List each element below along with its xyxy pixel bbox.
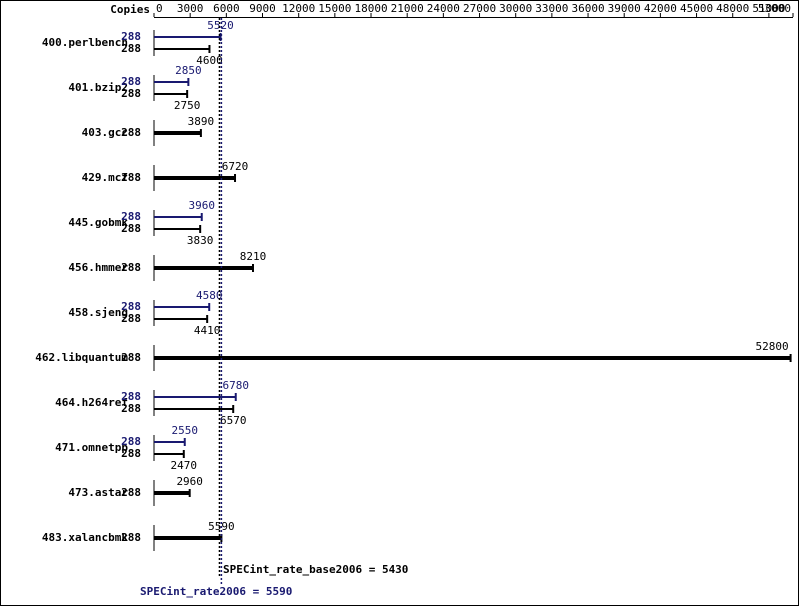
category-label: 456.hmmer (68, 261, 128, 274)
x-tick-label: 12000 (282, 2, 315, 15)
copies-label: 288 (121, 222, 141, 235)
copies-label: 288 (121, 261, 141, 274)
copies-label: 288 (121, 87, 141, 100)
copies-label: 288 (121, 171, 141, 184)
copies-header: Copies (110, 3, 150, 16)
value-label: 6720 (222, 160, 249, 173)
bar (154, 93, 188, 95)
value-label: 4600 (196, 54, 223, 67)
bar (154, 453, 184, 455)
copies-label: 288 (121, 390, 141, 403)
x-tick-label: 6000 (213, 2, 240, 15)
x-tick-label: 33000 (535, 2, 568, 15)
copies-label: 288 (121, 30, 141, 43)
x-tick-label: 51000 (752, 2, 785, 15)
bar (154, 176, 236, 180)
x-tick-label: 27000 (463, 2, 496, 15)
copies-label: 288 (121, 126, 141, 139)
category-label: 462.libquantum (35, 351, 128, 364)
x-tick-label: 36000 (571, 2, 604, 15)
value-label: 3830 (187, 234, 214, 247)
bar (154, 356, 791, 360)
x-tick-label: 0 (156, 2, 163, 15)
x-tick-label: 42000 (644, 2, 677, 15)
value-label: 3890 (188, 115, 215, 128)
bar (154, 228, 201, 230)
value-label: 4410 (194, 324, 221, 337)
bar (154, 318, 208, 320)
copies-label: 288 (121, 312, 141, 325)
x-tick-label: 9000 (249, 2, 276, 15)
x-tick-label: 45000 (680, 2, 713, 15)
bar (154, 441, 185, 443)
copies-label: 288 (121, 435, 141, 448)
value-label: 8210 (240, 250, 267, 263)
category-label: 429.mcf (82, 171, 128, 184)
copies-label: 288 (121, 351, 141, 364)
bar (154, 36, 221, 38)
value-label: 2960 (176, 475, 203, 488)
value-label: 6780 (222, 379, 249, 392)
category-label: 458.sjeng (68, 306, 128, 319)
value-label: 6570 (220, 414, 247, 427)
bar (154, 266, 253, 270)
value-label: 2470 (171, 459, 198, 472)
x-tick-label: 15000 (318, 2, 351, 15)
value-label: 5520 (207, 19, 234, 32)
copies-label: 288 (121, 300, 141, 313)
copies-label: 288 (121, 447, 141, 460)
x-tick-label: 39000 (608, 2, 641, 15)
value-label: 52800 (755, 340, 788, 353)
bar (154, 131, 201, 135)
bar (154, 48, 210, 50)
category-label: 401.bzip2 (68, 81, 128, 94)
x-tick-label: 24000 (427, 2, 460, 15)
copies-label: 288 (121, 486, 141, 499)
bar (154, 81, 189, 83)
bar (154, 491, 190, 495)
bar (154, 408, 234, 410)
copies-label: 288 (121, 42, 141, 55)
category-label: 400.perlbench (42, 36, 128, 49)
summary-label: SPECint_rate2006 = 5590 (140, 585, 292, 598)
summary-label: SPECint_rate_base2006 = 5430 (223, 563, 408, 576)
x-tick-label: 53000 (758, 2, 791, 15)
x-tick-label: 18000 (354, 2, 387, 15)
value-label: 2550 (171, 424, 198, 437)
category-label: 483.xalancbmk (42, 531, 128, 544)
category-label: 403.gcc (82, 126, 128, 139)
x-tick-label: 30000 (499, 2, 532, 15)
bar (154, 396, 236, 398)
value-label: 3960 (188, 199, 215, 212)
value-label: 4580 (196, 289, 223, 302)
value-label: 2850 (175, 64, 202, 77)
category-label: 473.astar (68, 486, 128, 499)
bar (154, 536, 222, 540)
category-label: 464.h264ref (55, 396, 128, 409)
copies-label: 288 (121, 75, 141, 88)
bar (154, 216, 202, 218)
x-tick-label: 48000 (716, 2, 749, 15)
bar (154, 306, 210, 308)
category-label: 445.gobmk (68, 216, 128, 229)
x-tick-label: 3000 (177, 2, 204, 15)
copies-label: 288 (121, 402, 141, 415)
copies-label: 288 (121, 531, 141, 544)
value-label: 2750 (174, 99, 201, 112)
x-tick-label: 21000 (391, 2, 424, 15)
copies-label: 288 (121, 210, 141, 223)
category-label: 471.omnetpp (55, 441, 128, 454)
